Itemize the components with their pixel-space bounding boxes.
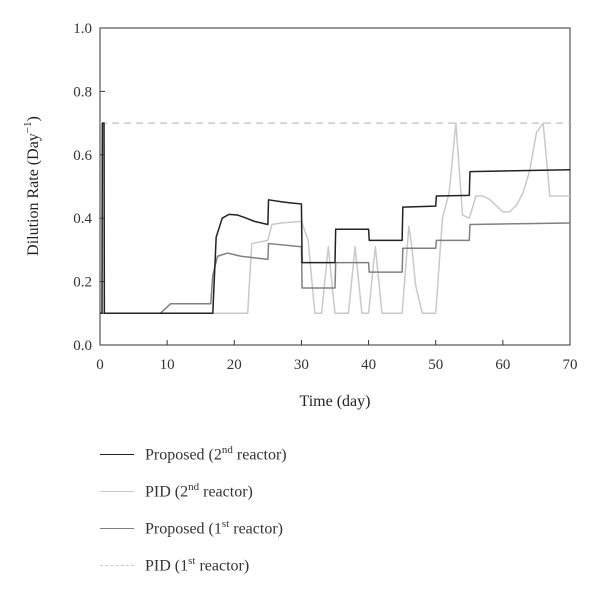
x-tick-label: 0	[96, 357, 104, 373]
y-axis-label-close: )	[25, 116, 42, 121]
legend-item-proposed-1st: Proposed (1st reactor)	[100, 510, 460, 547]
legend-label-proposed-1st-tail: reactor)	[229, 520, 283, 538]
x-tick-label: 60	[495, 357, 510, 373]
chart: 0 10 20 30 40 50 60 70 0.0 0.2 0.4 0.6 0.8 1.0 Time …	[22, 21, 578, 410]
y-tick-label: 0.0	[73, 338, 92, 354]
x-tick-label: 50	[428, 357, 443, 373]
y-tick-label: 0.6	[73, 148, 92, 164]
legend: Proposed (2nd reactor) PID (2nd reactor)…	[100, 436, 460, 584]
legend-item-pid-2nd: PID (2nd reactor)	[100, 473, 460, 510]
x-axis-ticks: 0 10 20 30 40 50 60 70	[96, 340, 578, 373]
legend-label-pid-2nd-tail: reactor)	[199, 483, 253, 501]
y-axis-label: Dilution Rate (Day−1)	[22, 116, 42, 256]
x-tick-label: 30	[294, 357, 309, 373]
y-axis-ticks: 0.0 0.2 0.4 0.6 0.8 1.0	[73, 21, 105, 354]
series-line-pid-2nd-reactor	[100, 122, 570, 315]
y-tick-label: 0.2	[73, 275, 92, 291]
y-tick-label: 0.8	[73, 84, 92, 100]
y-axis-label-main: Dilution Rate (Day	[25, 133, 42, 256]
legend-item-proposed-2nd: Proposed (2nd reactor)	[100, 436, 460, 473]
plot-area-frame	[99, 27, 571, 346]
legend-label-proposed-2nd-sup: nd	[221, 444, 233, 457]
legend-swatch-proposed-2nd	[100, 454, 134, 455]
legend-label-proposed-1st-main: Proposed (1	[145, 520, 222, 538]
x-tick-label: 10	[160, 357, 175, 373]
y-axis-label-sup: −1	[22, 121, 34, 133]
legend-label-proposed-2nd-main: Proposed (2	[145, 446, 222, 464]
legend-label-proposed-2nd-tail: reactor)	[232, 446, 287, 464]
series-line-proposed-1st-reactor	[100, 222, 571, 315]
y-tick-label: 1.0	[73, 21, 92, 37]
legend-swatch-pid-1st	[100, 565, 134, 566]
legend-item-pid-1st: PID (1st reactor)	[100, 547, 460, 584]
legend-label-pid-2nd: PID (2nd reactor)	[145, 481, 253, 501]
legend-label-pid-1st-tail: reactor)	[195, 557, 250, 575]
legend-label-proposed-1st: Proposed (1st reactor)	[145, 518, 283, 538]
legend-label-pid-1st: PID (1st reactor)	[145, 555, 249, 575]
x-tick-label: 40	[361, 357, 376, 373]
legend-label-pid-2nd-main: PID (2	[145, 483, 189, 501]
y-tick-label: 0.4	[73, 211, 92, 227]
series-layer	[100, 122, 571, 315]
legend-label-pid-1st-main: PID (1	[145, 557, 189, 575]
legend-label-proposed-2nd: Proposed (2nd reactor)	[145, 444, 287, 464]
x-tick-label: 20	[227, 357, 242, 373]
x-tick-label: 70	[563, 357, 578, 373]
x-axis-label: Time (day)	[300, 393, 371, 410]
series-line-proposed-2nd-reactor	[100, 122, 571, 315]
legend-label-pid-2nd-sup: nd	[188, 481, 200, 494]
legend-label-pid-1st-sup: st	[188, 555, 196, 568]
legend-label-proposed-1st-sup: st	[221, 518, 230, 531]
legend-swatch-proposed-1st	[100, 528, 134, 529]
legend-swatch-pid-2nd	[100, 491, 134, 492]
